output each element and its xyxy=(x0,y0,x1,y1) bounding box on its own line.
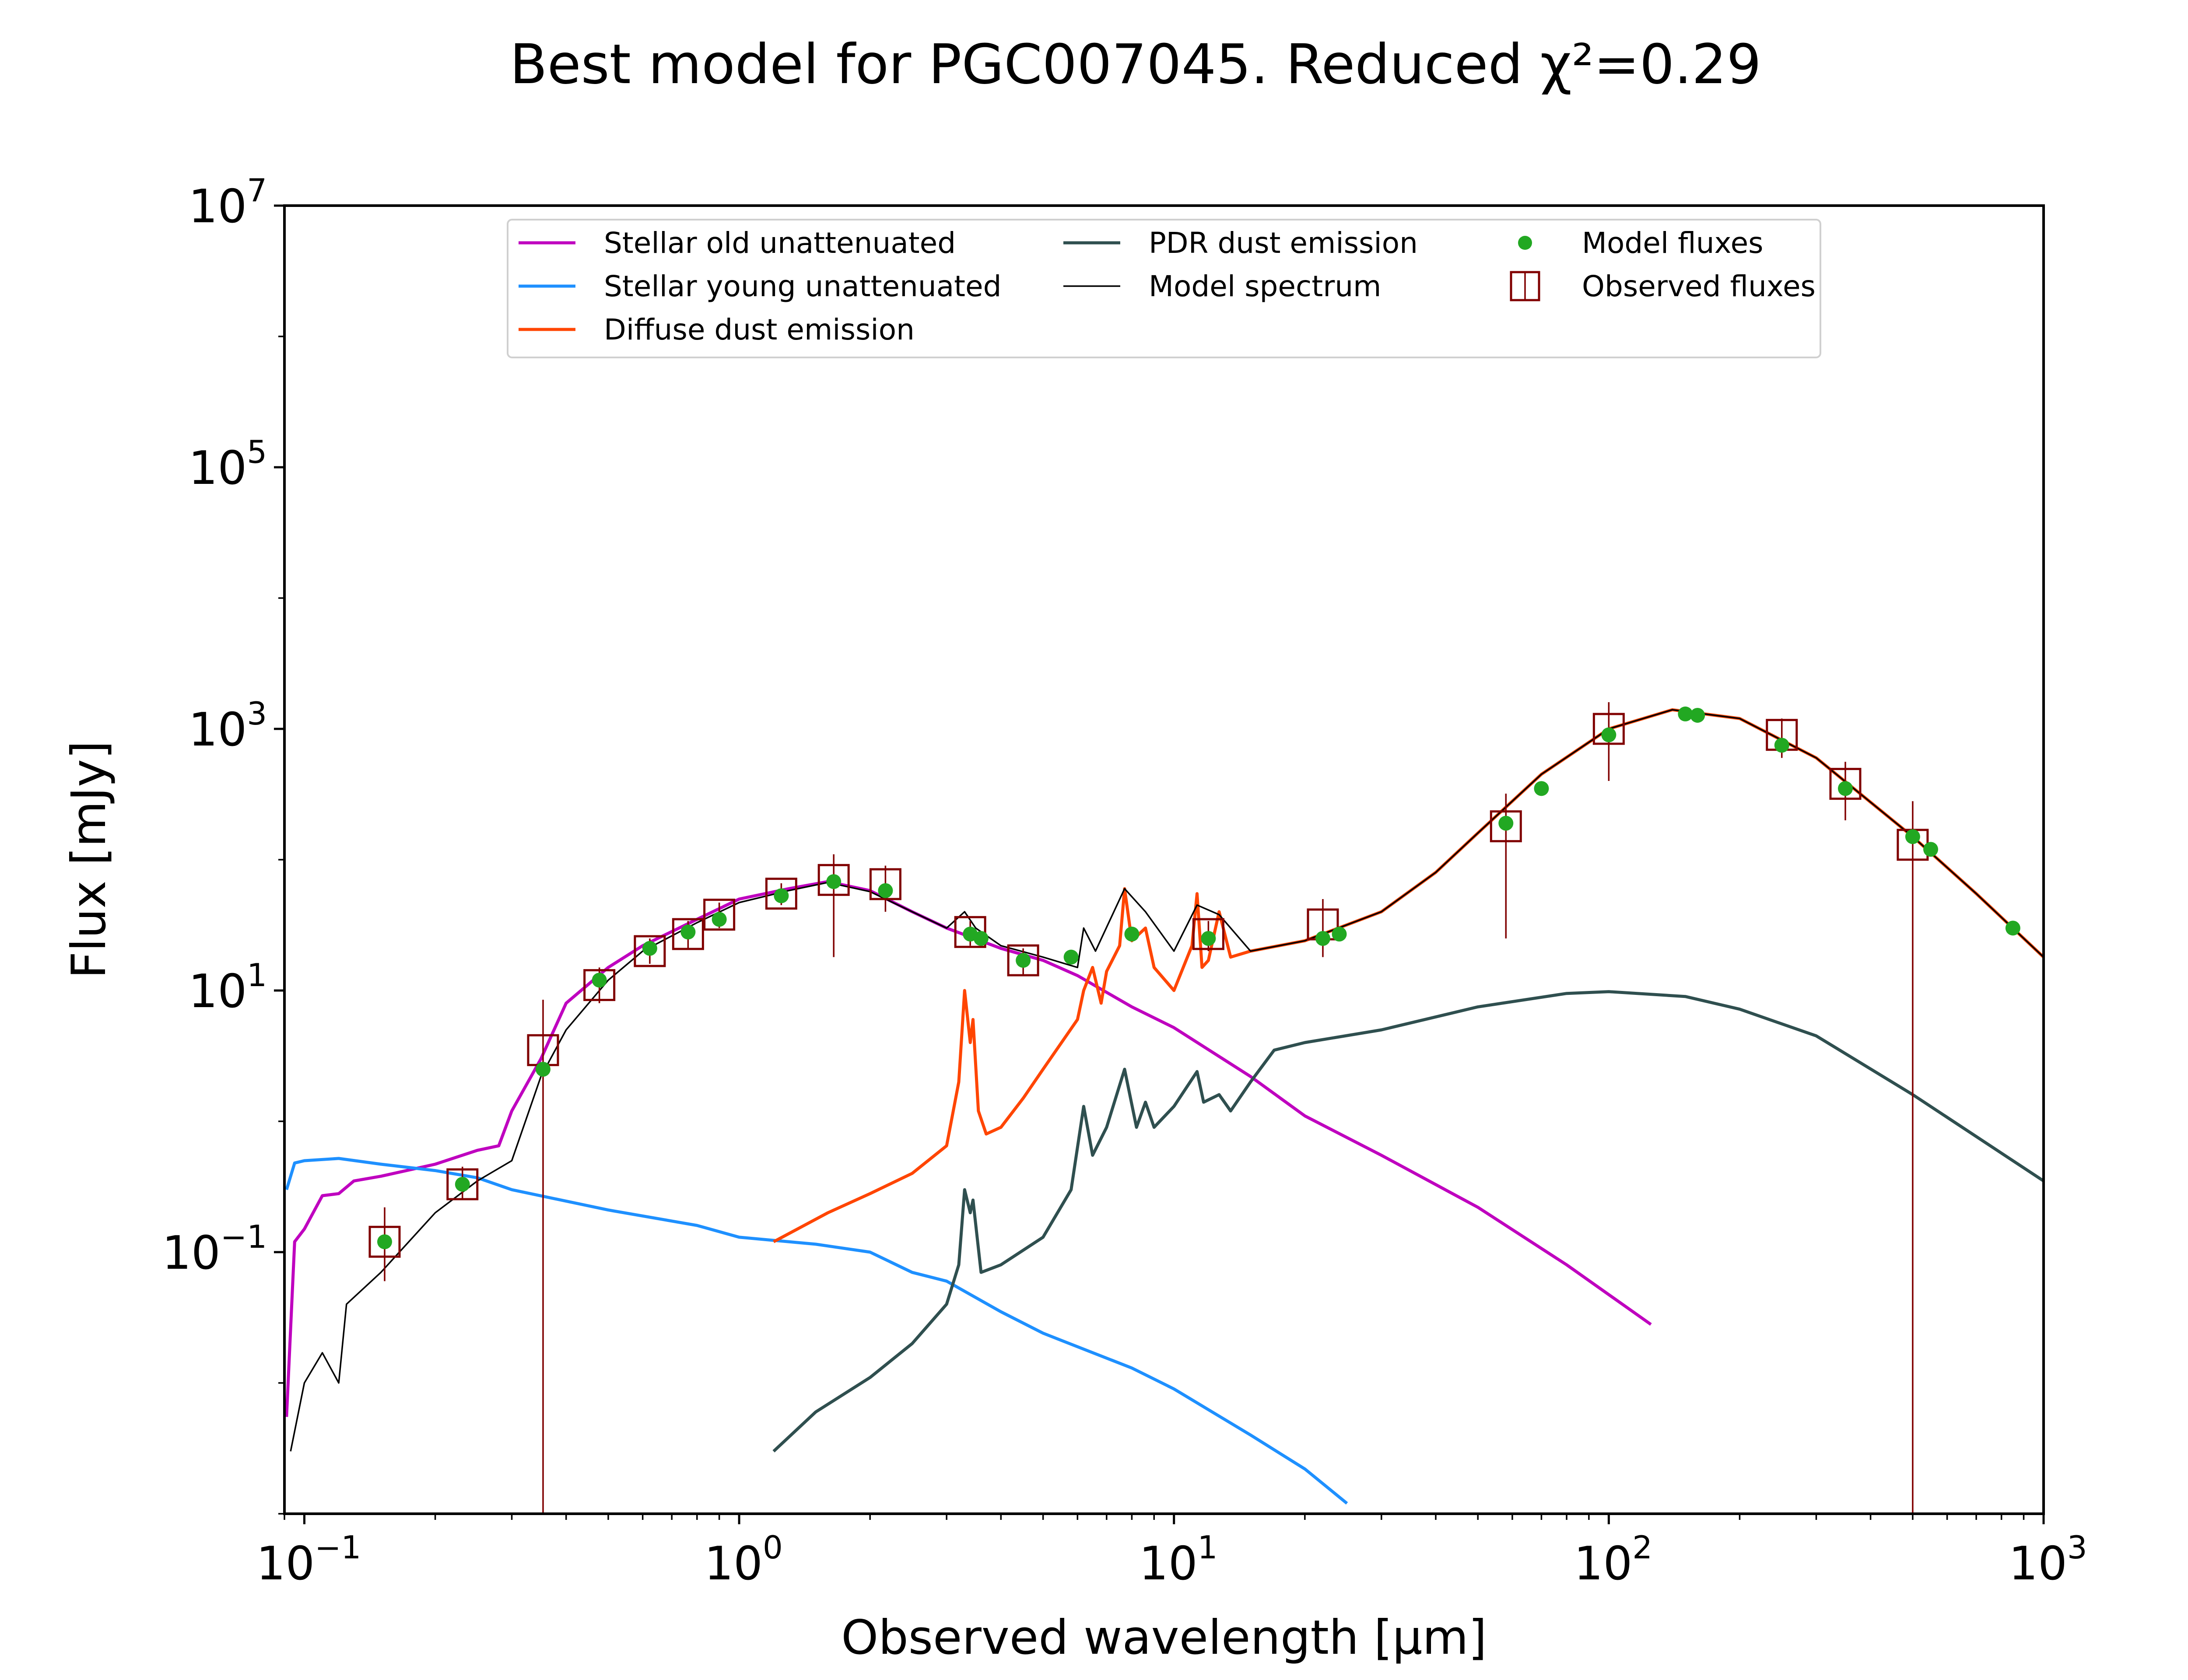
y-tick-label: 103 xyxy=(189,695,267,756)
model-flux-point xyxy=(1332,927,1347,942)
model-flux-point xyxy=(1315,931,1330,946)
model-flux-point xyxy=(1201,931,1216,946)
x-axis-label: Observed wavelength [μm] xyxy=(841,1610,1487,1665)
series-line-model-spectrum xyxy=(290,709,2044,1452)
legend-label: Stellar young unattenuated xyxy=(604,270,1002,303)
y-tick-label: 105 xyxy=(189,434,267,495)
model-flux-point xyxy=(455,1176,470,1192)
model-flux-point xyxy=(642,941,657,956)
model-flux-point xyxy=(680,924,696,940)
axis-ticks: 10−1 100 101 102 103 10−1 101 103 105 107 xyxy=(162,172,2087,1590)
y-tick-label: 101 xyxy=(189,957,267,1018)
model-flux-point xyxy=(1601,727,1616,742)
y-tick-label: 10−1 xyxy=(162,1218,267,1280)
model-flux-point xyxy=(878,883,893,898)
model-flux-point xyxy=(535,1062,551,1077)
legend-box xyxy=(507,219,1821,358)
model-flux-point xyxy=(1837,781,1853,796)
legend-item-pdr-dust: PDR dust emission xyxy=(1063,226,1418,260)
legend-label: PDR dust emission xyxy=(1149,226,1418,260)
legend-item-stellar-old: Stellar old unattenuated xyxy=(519,226,956,260)
legend-item-stellar-young: Stellar young unattenuated xyxy=(519,270,1002,303)
legend-item-observed: Observed fluxes xyxy=(1510,270,1816,303)
legend-item-model-spectrum: Model spectrum xyxy=(1063,270,1381,303)
model-flux-point xyxy=(774,888,789,903)
model-flux-point xyxy=(826,874,842,889)
model-flux-point xyxy=(1124,927,1140,942)
model-flux-point xyxy=(377,1234,392,1250)
legend-label: Stellar old unattenuated xyxy=(604,226,956,260)
model-flux-point xyxy=(1678,706,1693,721)
series-line-pdr-dust xyxy=(772,990,2044,1452)
model-flux-point xyxy=(1534,781,1549,796)
model-flux-point xyxy=(712,912,727,927)
legend: Stellar old unattenuated PDR dust emissio… xyxy=(507,219,1821,358)
observed-flux-point xyxy=(817,854,850,957)
x-tick-label: 10−1 xyxy=(256,1529,361,1590)
legend-item-model-fluxes: Model fluxes xyxy=(1518,226,1764,260)
model-flux-point xyxy=(1690,707,1705,723)
model-flux-point xyxy=(1923,842,1939,857)
legend-label: Model spectrum xyxy=(1149,270,1381,303)
model-flux-point xyxy=(973,931,989,946)
series-line-stellar-old xyxy=(285,880,1652,1417)
model-flux-point xyxy=(2005,920,2020,936)
x-tick-label: 102 xyxy=(1574,1529,1652,1590)
x-tick-label: 101 xyxy=(1139,1529,1217,1590)
model-flux-point xyxy=(1498,816,1514,831)
legend-item-diffuse-dust: Diffuse dust emission xyxy=(519,313,915,346)
plot-area xyxy=(285,702,2044,1514)
y-tick-label: 107 xyxy=(189,172,267,233)
chart-title: Best model for PGC007045. Reduced χ²=0.2… xyxy=(510,33,1761,96)
legend-label: Diffuse dust emission xyxy=(604,313,915,346)
model-flux-point xyxy=(1063,949,1079,965)
x-tick-label: 103 xyxy=(2009,1529,2087,1590)
model-flux-point xyxy=(592,973,607,988)
model-flux-point xyxy=(1774,738,1789,753)
model-flux-point xyxy=(1016,953,1031,968)
legend-label: Observed fluxes xyxy=(1582,270,1816,303)
x-tick-label: 100 xyxy=(704,1529,782,1590)
y-axis-label: Flux [mJy] xyxy=(62,741,116,979)
model-flux-point xyxy=(1905,829,1920,844)
legend-label: Model fluxes xyxy=(1582,226,1764,260)
